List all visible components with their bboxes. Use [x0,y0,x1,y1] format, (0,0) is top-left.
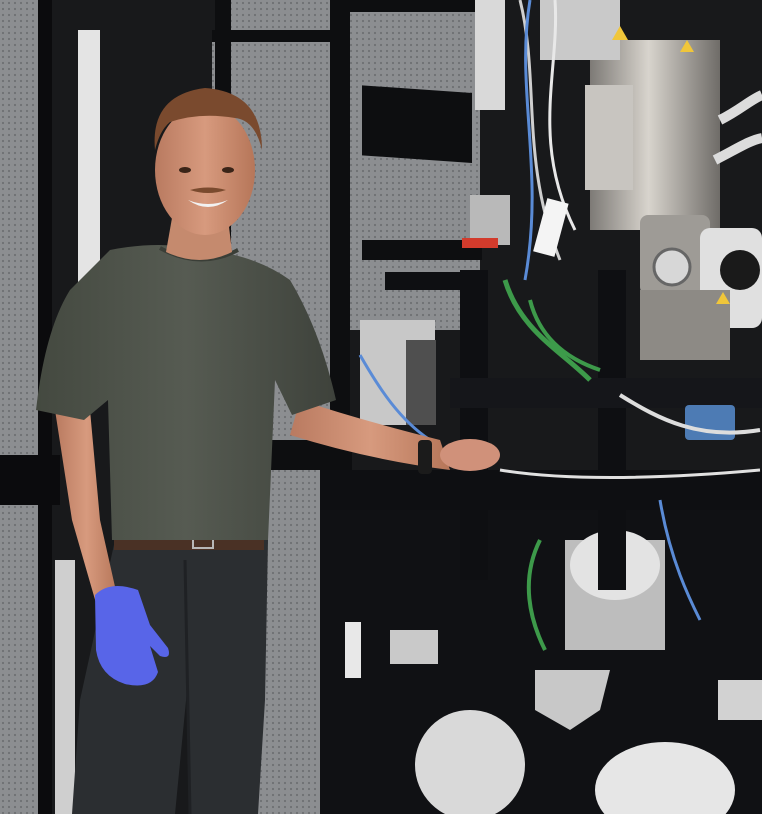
hair [154,88,262,150]
shirt [36,245,336,540]
acoustic-panel-left [0,0,38,455]
wall-strip [78,30,100,290]
warning-label [612,26,628,40]
person-figure [36,88,500,814]
cryo-em-microscope [320,0,762,814]
nitrile-glove [95,586,169,686]
face [155,105,255,235]
